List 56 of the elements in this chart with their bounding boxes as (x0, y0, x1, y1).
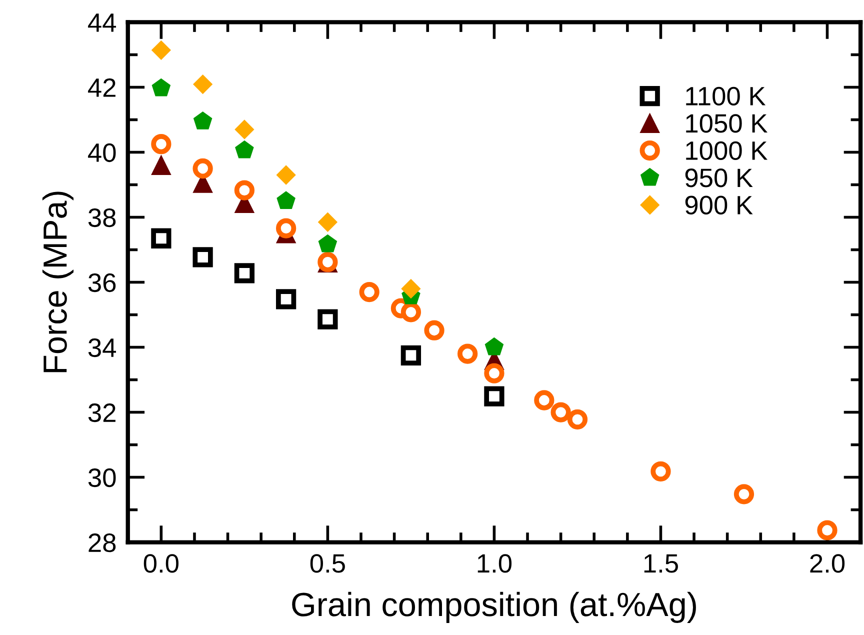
x-tick-label: 1.0 (478, 554, 512, 573)
x-tick-label: 0.0 (144, 554, 178, 573)
point (400, 345, 422, 366)
point (550, 402, 571, 422)
y-tick-label: 30 (88, 468, 116, 488)
point (235, 140, 254, 158)
point (151, 134, 172, 154)
legend-label: 1100 K (686, 86, 766, 106)
point (318, 309, 338, 330)
y-tick-label: 38 (88, 208, 116, 228)
point (234, 180, 254, 200)
legend-label: 950 K (685, 168, 753, 188)
point (318, 234, 337, 252)
point (650, 461, 671, 482)
point (192, 247, 213, 268)
y-axis-title: Force (MPa) (42, 192, 74, 372)
point (457, 344, 478, 364)
x-tick-label: 2.0 (810, 554, 845, 573)
legend-label: 1050 K (686, 114, 768, 133)
point (484, 363, 504, 384)
point (151, 156, 171, 175)
point (276, 289, 296, 310)
point (484, 338, 504, 356)
point (424, 320, 444, 340)
point (401, 279, 420, 298)
x-axis-title: Grain composition (at.%Ag) (292, 592, 696, 623)
point (484, 386, 504, 406)
point (318, 212, 338, 232)
y-tick-label: 36 (88, 273, 116, 292)
y-tick-label: 44 (88, 14, 116, 32)
legend-label: 900 K (685, 196, 753, 214)
y-tick-label: 42 (88, 78, 116, 97)
x-tick-label: 0.5 (310, 554, 345, 573)
point (400, 302, 422, 322)
point (234, 263, 254, 284)
point (567, 409, 588, 430)
point (194, 112, 212, 130)
point (276, 218, 296, 238)
point (734, 484, 754, 504)
y-tick-label: 28 (88, 533, 116, 552)
point (276, 165, 296, 185)
point (359, 282, 380, 302)
point (192, 158, 213, 179)
y-tick-label: 40 (88, 143, 116, 162)
point (152, 78, 170, 96)
point (276, 191, 296, 209)
legend-label: 1000 K (686, 141, 768, 160)
point (193, 74, 212, 94)
x-tick-label: 1.5 (644, 554, 678, 573)
y-tick-label: 34 (88, 338, 116, 358)
point (534, 390, 554, 410)
point (817, 520, 838, 540)
point (234, 120, 254, 140)
point (152, 40, 171, 60)
point (151, 228, 172, 248)
y-tick-label: 32 (88, 403, 116, 422)
